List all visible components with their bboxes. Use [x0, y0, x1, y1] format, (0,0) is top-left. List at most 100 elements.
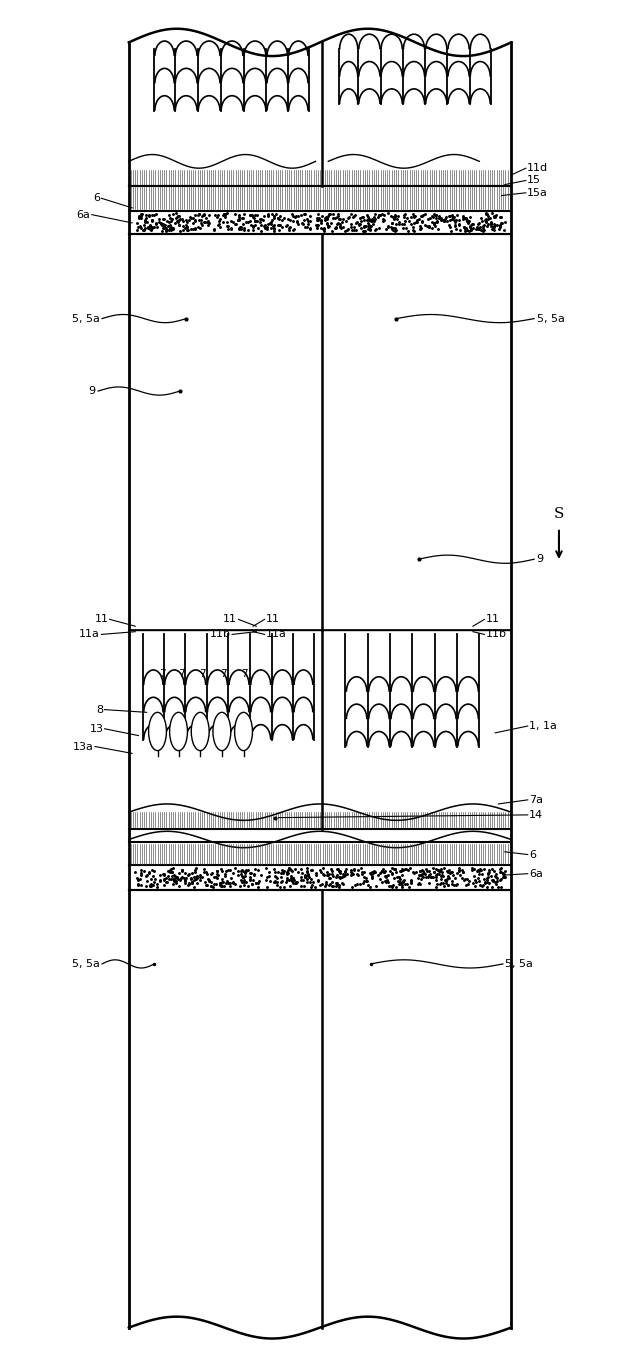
Point [141, 211, 152, 233]
Point [275, 206, 285, 227]
Point [286, 866, 296, 888]
Point [250, 204, 260, 226]
Point [158, 208, 168, 230]
Point [174, 210, 184, 232]
Point [495, 860, 505, 882]
Point [408, 862, 418, 884]
Point [481, 203, 492, 225]
Point [145, 218, 156, 240]
Point [420, 214, 431, 236]
Point [473, 212, 483, 234]
Point [351, 212, 362, 234]
Point [320, 207, 330, 229]
Point [420, 203, 430, 225]
Point [388, 218, 398, 240]
Point [456, 859, 467, 881]
Point [483, 877, 493, 899]
Point [135, 869, 145, 891]
Point [481, 215, 492, 237]
Point [392, 208, 402, 230]
Point [222, 870, 232, 892]
Point [481, 208, 492, 230]
Point [436, 207, 446, 229]
Point [238, 870, 248, 892]
Point [218, 204, 228, 226]
Point [180, 862, 190, 884]
Point [440, 869, 450, 891]
Point [285, 858, 295, 880]
Point [216, 859, 227, 881]
Point [165, 207, 175, 229]
Point [492, 867, 502, 889]
Point [193, 204, 204, 226]
Point [468, 212, 478, 234]
Point [256, 863, 266, 885]
Point [374, 869, 385, 891]
Point [335, 860, 345, 882]
Point [320, 210, 330, 232]
Point [209, 873, 219, 895]
Point [195, 864, 205, 886]
Point [428, 206, 438, 227]
Point [488, 204, 499, 226]
Point [159, 216, 169, 238]
Point [191, 866, 201, 888]
Point [328, 203, 339, 225]
Text: 6a: 6a [529, 869, 543, 878]
Point [136, 864, 146, 886]
Point [424, 216, 435, 238]
Point [193, 216, 203, 238]
Point [359, 208, 369, 230]
Point [423, 867, 433, 889]
Point [204, 212, 214, 234]
Point [159, 208, 169, 230]
Point [346, 860, 356, 882]
Point [305, 210, 316, 232]
Point [319, 863, 329, 885]
Point [364, 215, 374, 237]
Point [437, 860, 447, 882]
Point [461, 210, 472, 232]
Point [413, 873, 423, 895]
Point [190, 859, 200, 881]
Point [197, 214, 207, 236]
Point [343, 218, 353, 240]
Point [373, 864, 383, 886]
Point [269, 207, 279, 229]
Point [374, 216, 384, 238]
Point [147, 859, 157, 881]
Point [483, 208, 493, 230]
Point [495, 206, 505, 227]
Point [228, 862, 238, 884]
Point [336, 216, 346, 238]
Point [419, 862, 429, 884]
Point [414, 208, 424, 230]
Point [279, 875, 289, 897]
Point [429, 212, 439, 234]
Point [387, 863, 397, 885]
Point [173, 206, 184, 227]
Point [187, 871, 197, 893]
Point [296, 866, 307, 888]
Point [410, 206, 420, 227]
Point [174, 862, 184, 884]
Point [189, 866, 199, 888]
Point [132, 874, 143, 896]
Point [344, 206, 354, 227]
Point [181, 219, 191, 241]
Point [380, 870, 390, 892]
Point [477, 221, 488, 242]
Point [263, 204, 273, 226]
Point [145, 214, 156, 236]
Point [454, 859, 464, 881]
Point [214, 214, 224, 236]
Point [322, 862, 332, 884]
Point [340, 221, 350, 242]
Point [415, 215, 425, 237]
Point [346, 864, 356, 886]
Point [335, 216, 346, 238]
Point [244, 870, 255, 892]
Point [318, 863, 328, 885]
Text: 11: 11 [95, 614, 108, 625]
Point [272, 871, 282, 893]
